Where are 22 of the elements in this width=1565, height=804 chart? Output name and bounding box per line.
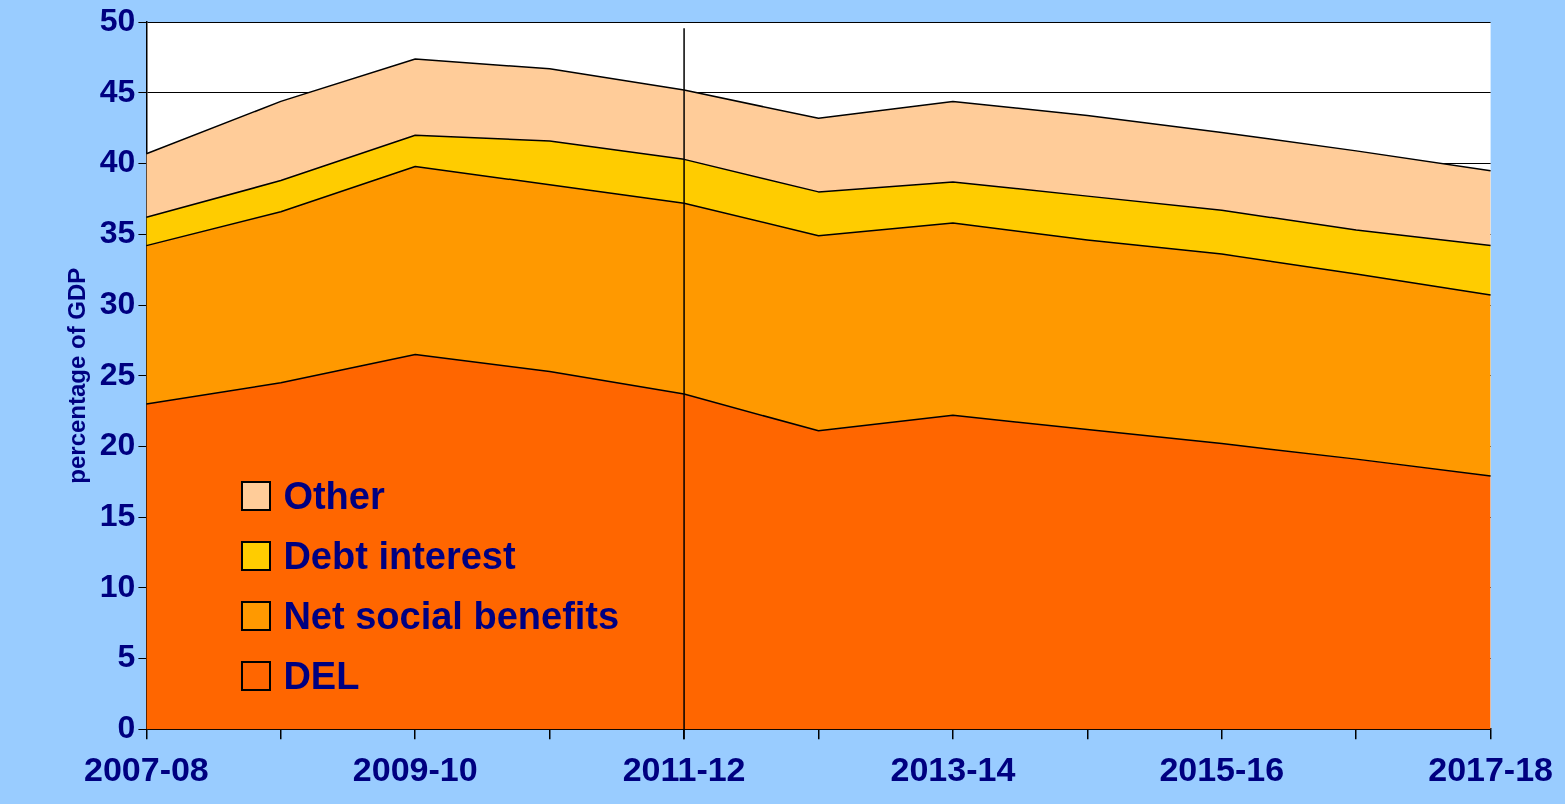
x-tick-label: 2011-12 xyxy=(622,749,746,788)
x-tick-label: 2013-14 xyxy=(890,749,1016,788)
y-tick-label: 30 xyxy=(99,284,136,321)
y-tick-label: 5 xyxy=(117,638,136,675)
y-tick-label: 0 xyxy=(117,709,136,746)
x-tick-label: 2017-18 xyxy=(1428,749,1553,788)
legend-label: Other xyxy=(283,474,385,520)
legend-label: Debt interest xyxy=(283,534,516,580)
y-tick-label: 15 xyxy=(99,496,136,533)
y-tick-label: 35 xyxy=(99,214,136,251)
y-tick-label: 40 xyxy=(99,143,136,180)
y-tick-label: 45 xyxy=(99,72,136,109)
y-tick-label: 50 xyxy=(99,2,136,39)
y-axis-title: percentage of GDP xyxy=(63,267,91,484)
x-tick-label: 2009-10 xyxy=(352,749,478,788)
legend-label: Net social benefits xyxy=(283,594,620,640)
legend-label: DEL xyxy=(283,654,360,700)
y-tick-label: 10 xyxy=(99,567,136,604)
y-tick-label: 25 xyxy=(99,355,136,392)
x-tick-label: 2015-16 xyxy=(1159,749,1285,788)
x-tick-label: 2007-08 xyxy=(84,749,209,788)
y-tick-label: 20 xyxy=(99,426,136,463)
